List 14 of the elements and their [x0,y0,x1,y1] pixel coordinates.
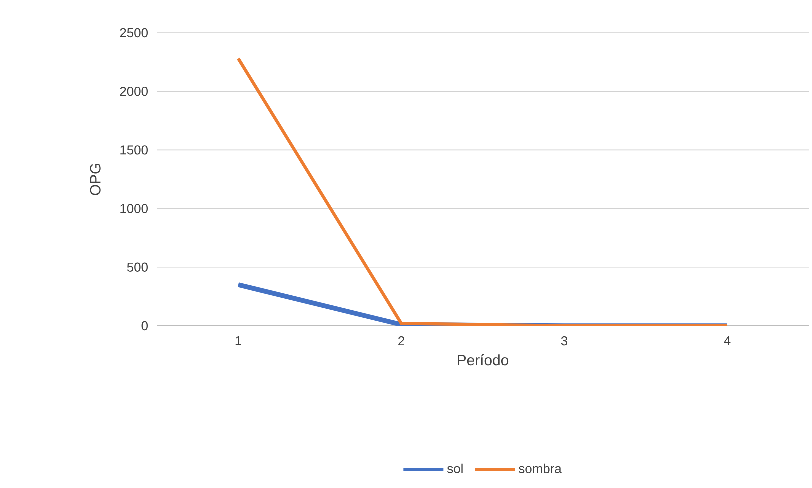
y-tick-label: 500 [127,262,148,272]
y-tick-label: 1500 [120,146,148,155]
x-axis-title: Período [458,354,509,366]
y-axis-title: OPG [90,164,101,196]
y-tick-label: 2500 [120,28,148,38]
y-tick-label: 2000 [120,87,148,96]
legend-label: sombra [519,464,562,474]
legend-label: sol [448,464,463,474]
y-tick-label: 0 [142,321,148,331]
y-tick-label: 1000 [120,204,148,214]
x-tick-label: 2 [398,336,404,346]
x-tick-label: 4 [724,336,731,346]
x-tick-label: 3 [561,336,568,346]
x-tick-label: 1 [236,336,242,346]
